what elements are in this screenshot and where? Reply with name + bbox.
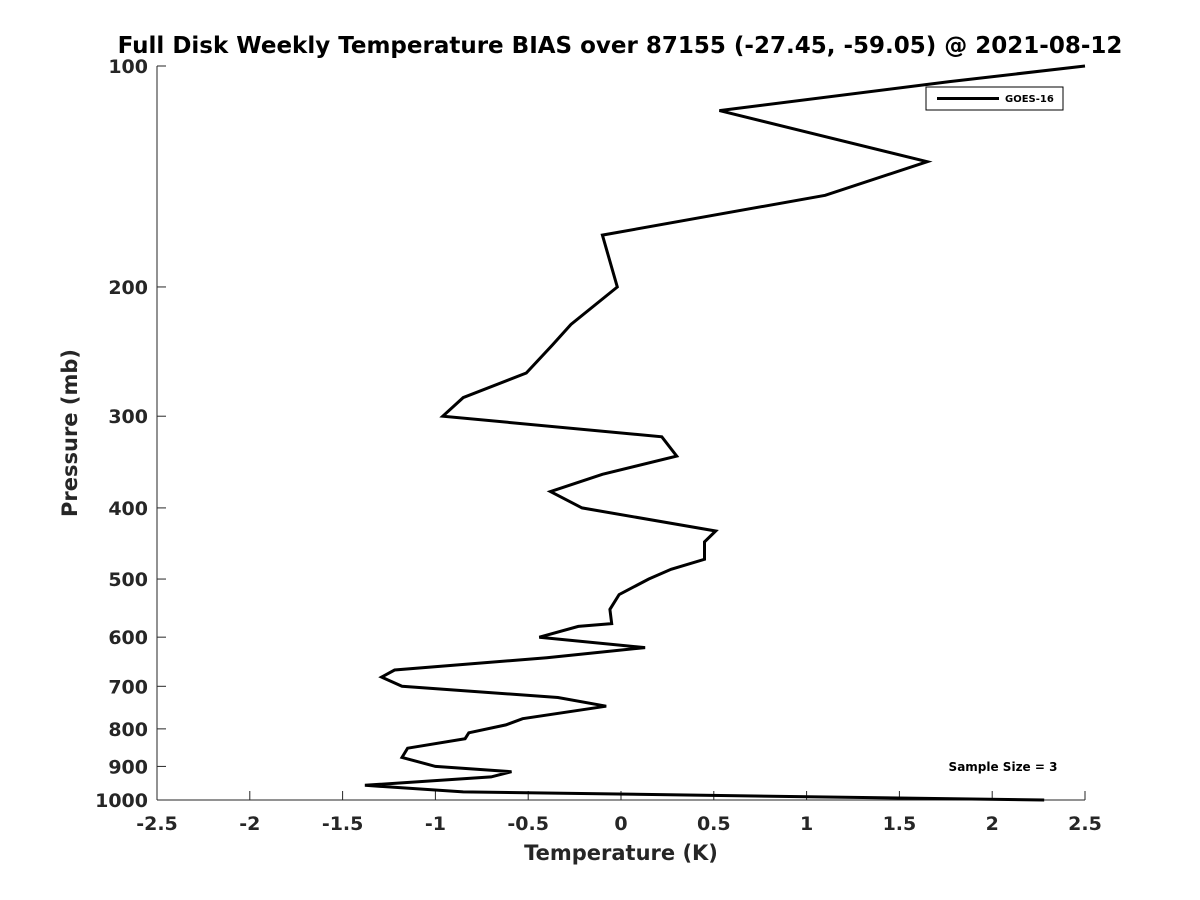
- x-tick-label: 1: [800, 813, 813, 835]
- y-tick-label: 100: [108, 56, 148, 78]
- x-tick-label: 1.5: [883, 813, 917, 835]
- y-tick-label: 1000: [95, 790, 148, 812]
- x-tick-label: -1: [425, 813, 446, 835]
- x-axis-label: Temperature (K): [524, 841, 718, 865]
- x-tick-label: -0.5: [507, 813, 549, 835]
- series-line-goes-16: [364, 64, 1086, 802]
- x-tick-label: -2: [239, 813, 260, 835]
- x-tick-label: 2: [986, 813, 999, 835]
- x-tick-label: -1.5: [322, 813, 364, 835]
- y-tick-label: 300: [108, 406, 148, 428]
- y-tick-label: 500: [108, 569, 148, 591]
- y-tick-label: 900: [108, 756, 148, 778]
- y-tick-label: 400: [108, 498, 148, 520]
- x-tick-label: 2.5: [1068, 813, 1102, 835]
- x-tick-label: -2.5: [136, 813, 178, 835]
- chart-title: Full Disk Weekly Temperature BIAS over 8…: [118, 33, 1123, 59]
- y-tick-label: 200: [108, 277, 148, 299]
- y-tick-label: 800: [108, 719, 148, 741]
- series-layer: [364, 64, 1086, 802]
- x-tick-label: 0.5: [697, 813, 731, 835]
- sample-size-annotation: Sample Size = 3: [949, 760, 1058, 774]
- legend: GOES-16: [925, 86, 1064, 111]
- y-axis-label: Pressure (mb): [58, 349, 82, 517]
- x-tick-label: 0: [614, 813, 627, 835]
- y-tick-label: 700: [108, 676, 148, 698]
- legend-label-goes-16: GOES-16: [1005, 94, 1054, 105]
- x-ticks: -2.5 -2 -1.5 -1 -0.5 0 0.5 1 1.5 2 2.5: [136, 791, 1102, 835]
- y-ticks: 100 200 300 400 500 600 700 800 900 1000: [95, 56, 166, 812]
- y-tick-label: 600: [108, 627, 148, 649]
